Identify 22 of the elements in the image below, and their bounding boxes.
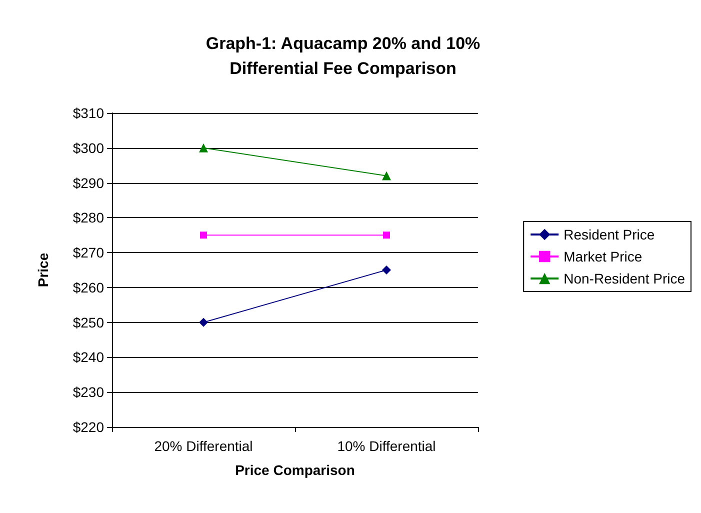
y-tick-label: $240 (72, 349, 104, 366)
y-tick-label: $280 (72, 210, 104, 226)
y-tick-label: $220 (72, 419, 104, 435)
legend-label: Non-Resident Price (564, 270, 686, 286)
y-tick-label: $310 (72, 105, 104, 121)
y-tick-label: $300 (72, 140, 104, 156)
x-axis-title: Price Comparison (235, 462, 355, 478)
point (200, 232, 207, 239)
y-tick-label: $270 (72, 244, 104, 261)
y-tick-label: $290 (72, 174, 104, 191)
y-tick-label: $230 (72, 384, 104, 400)
legend-label: Market Price (564, 248, 642, 264)
point (383, 232, 390, 239)
x-tick-label: 20% Differential (154, 438, 253, 454)
y-tick-label: $250 (72, 314, 104, 330)
y-axis-title: Price (35, 252, 51, 288)
x-tick-label: 10% Differential (337, 438, 436, 454)
chart-title: Graph-1: Aquacamp 20% and 10% Differential Fee Comparison (206, 34, 480, 78)
point (199, 318, 208, 327)
legend-label: Resident Price (564, 226, 655, 242)
point (382, 266, 391, 274)
y-tick-label: $260 (72, 279, 104, 296)
